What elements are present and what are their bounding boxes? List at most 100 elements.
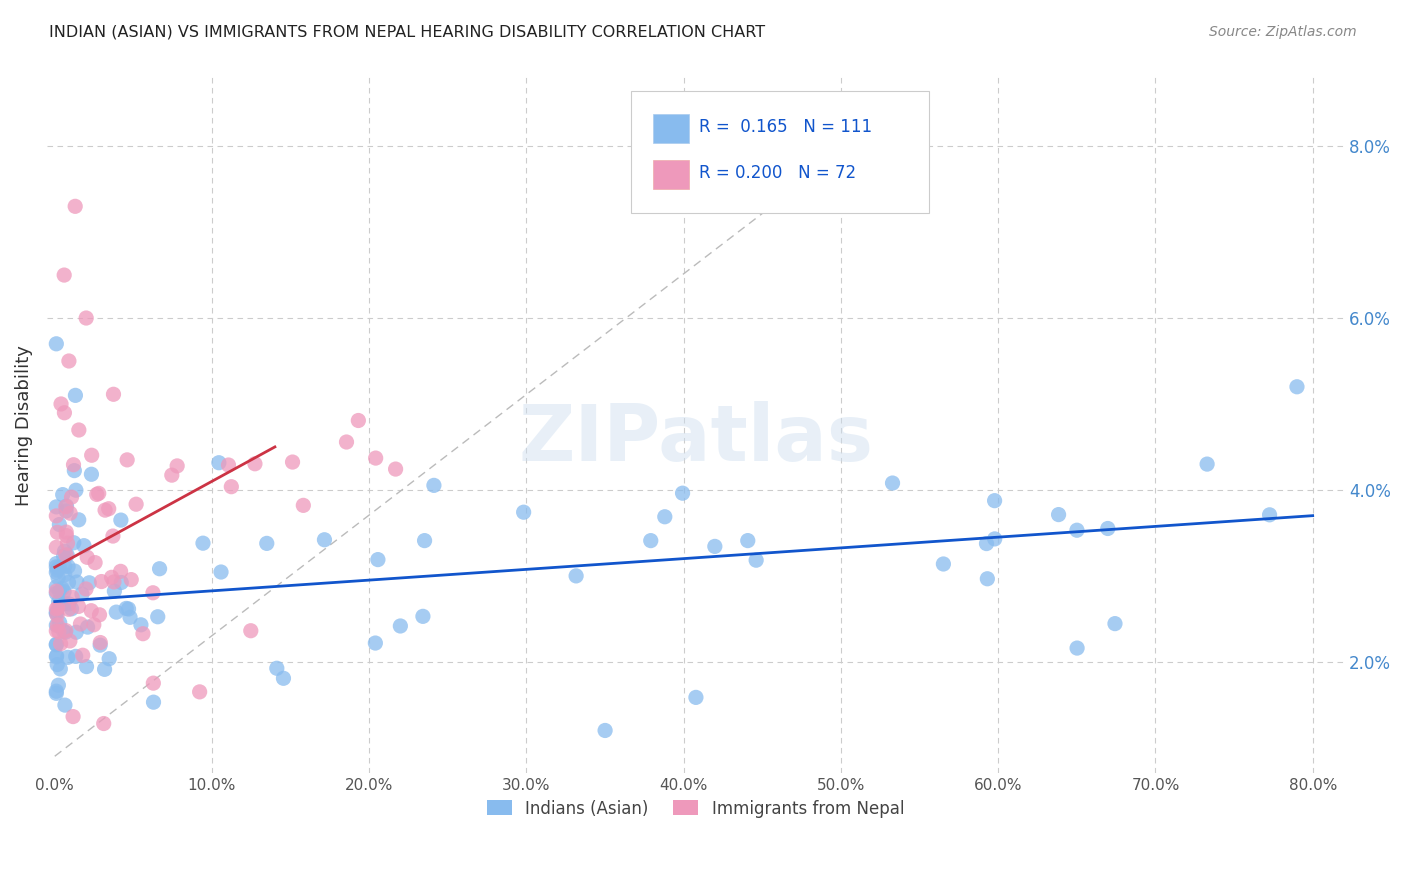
Point <box>1097 521 1119 535</box>
Point <box>94 503 117 517</box>
Text: INDIAN (ASIAN) VS IMMIGRANTS FROM NEPAL HEARING DISABILITY CORRELATION CHART: INDIAN (ASIAN) VS IMMIGRANTS FROM NEPAL … <box>49 25 765 40</box>
Point <box>45 584 67 599</box>
Point <box>60 602 83 616</box>
Point <box>45 684 67 698</box>
Point <box>976 572 998 586</box>
Point <box>142 586 165 600</box>
Point <box>62 535 84 549</box>
Point <box>67 423 90 437</box>
Point <box>412 609 434 624</box>
Point <box>98 651 121 665</box>
Point <box>125 497 148 511</box>
Text: ZIPatlas: ZIPatlas <box>517 401 873 477</box>
Point <box>45 607 67 621</box>
Point <box>115 601 138 615</box>
Point <box>640 533 662 548</box>
Point <box>49 397 72 411</box>
Point <box>266 661 288 675</box>
Point <box>745 553 768 567</box>
Point <box>55 548 77 562</box>
Point <box>46 571 69 585</box>
Point <box>115 453 138 467</box>
Point <box>932 557 955 571</box>
Point <box>100 570 122 584</box>
Point <box>69 617 91 632</box>
Point <box>65 625 87 640</box>
Point <box>221 480 243 494</box>
Point <box>86 487 108 501</box>
Point <box>1066 523 1088 537</box>
Y-axis label: Hearing Disability: Hearing Disability <box>15 345 32 506</box>
Point <box>53 584 76 599</box>
Point <box>56 536 79 550</box>
Point <box>65 388 87 402</box>
Point <box>142 695 165 709</box>
Point <box>45 602 67 616</box>
Point <box>218 458 240 472</box>
Point <box>983 532 1005 546</box>
Point <box>117 602 139 616</box>
Point <box>132 626 155 640</box>
Point <box>75 311 97 326</box>
Point <box>1285 380 1308 394</box>
Point <box>52 488 75 502</box>
Point <box>101 529 124 543</box>
Point <box>55 499 77 513</box>
Point <box>76 620 98 634</box>
Point <box>243 457 266 471</box>
Point <box>45 618 67 632</box>
Point <box>80 604 103 618</box>
Point <box>53 597 76 611</box>
Point <box>1104 616 1126 631</box>
Point <box>48 560 70 574</box>
Point <box>49 662 72 676</box>
Point <box>53 698 76 712</box>
FancyBboxPatch shape <box>652 161 689 189</box>
Point <box>48 624 70 639</box>
Point <box>1197 457 1219 471</box>
Point <box>62 709 84 723</box>
Point <box>66 575 89 590</box>
Point <box>53 559 76 574</box>
Point <box>53 406 76 420</box>
Point <box>1258 508 1281 522</box>
Point <box>129 617 152 632</box>
Point <box>65 649 87 664</box>
Point <box>79 575 101 590</box>
Point <box>72 648 94 663</box>
Point <box>55 524 77 539</box>
Point <box>67 513 90 527</box>
Point <box>46 657 69 672</box>
Point <box>882 476 904 491</box>
Point <box>367 552 389 566</box>
Point <box>75 582 97 596</box>
Point <box>52 549 75 563</box>
Point <box>389 619 412 633</box>
Point <box>565 569 588 583</box>
Point <box>45 638 67 652</box>
Text: R =  0.165   N = 111: R = 0.165 N = 111 <box>699 118 873 136</box>
Point <box>90 574 112 589</box>
Point <box>58 602 80 616</box>
Point <box>976 536 998 550</box>
Point <box>737 533 759 548</box>
Point <box>55 624 77 638</box>
Point <box>188 685 211 699</box>
Point <box>46 525 69 540</box>
Point <box>52 624 75 639</box>
Point <box>67 599 90 614</box>
Point <box>166 458 188 473</box>
Point <box>97 501 120 516</box>
Point <box>347 413 370 427</box>
Point <box>1066 641 1088 656</box>
Point <box>45 648 67 663</box>
Point <box>84 556 107 570</box>
Point <box>63 564 86 578</box>
Point <box>685 690 707 705</box>
Point <box>48 594 70 608</box>
Point <box>413 533 436 548</box>
Point <box>364 636 387 650</box>
Point <box>110 565 132 579</box>
Point <box>983 493 1005 508</box>
Point <box>103 584 125 599</box>
